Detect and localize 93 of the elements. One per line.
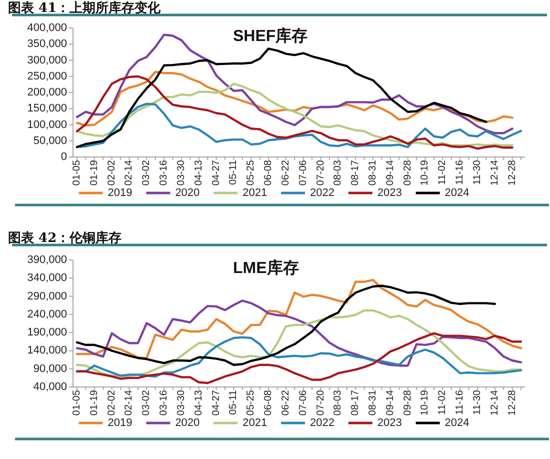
line-series [76, 309, 522, 377]
x-tick-label: 05-25 [246, 160, 257, 186]
x-tick-label: 08-03 [332, 390, 344, 416]
legend-label: 2022 [310, 187, 334, 199]
x-tick-label: 04-13 [193, 160, 204, 186]
x-tick-label: 09-28 [402, 390, 414, 416]
y-tick-label: 40,000 [33, 381, 67, 393]
y-tick-label: 140,000 [27, 344, 67, 357]
x-tick-label: 12-28 [506, 390, 518, 416]
line-series [76, 278, 522, 360]
x-tick-label: 03-02 [141, 160, 152, 186]
y-tick-label: 250,000 [27, 70, 67, 82]
x-tick-label: 11-16 [454, 160, 466, 185]
x-tick-label: 11-02 [437, 390, 448, 415]
line-series [76, 332, 522, 384]
x-tick-label: 01-19 [88, 160, 100, 186]
y-tick-label: 150,000 [27, 102, 67, 115]
y-tick-label: 340,000 [27, 272, 67, 284]
x-tick-label: 11-30 [472, 390, 483, 415]
x-tick-label: 11-02 [437, 160, 448, 185]
y-tick-label: 200,000 [27, 86, 67, 98]
y-tick-label: 240,000 [27, 308, 67, 320]
x-tick-label: 03-30 [176, 160, 187, 186]
legend-label: 2020 [175, 187, 200, 199]
x-tick-label: 10-19 [420, 390, 431, 416]
legend-label: 2020 [175, 417, 200, 429]
x-tick-label: 07-20 [315, 160, 326, 186]
x-tick-label: 08-31 [368, 390, 378, 416]
legend-label: 2019 [108, 417, 132, 429]
x-tick-label: 06-22 [280, 390, 292, 416]
legend-label: 2024 [444, 187, 470, 199]
x-tick-label: 03-16 [158, 390, 170, 416]
y-tick-label: 350,000 [27, 38, 67, 50]
x-tick-label: 02-14 [124, 160, 135, 186]
x-tick-label: 05-11 [228, 390, 240, 415]
legend-label: 2021 [242, 417, 268, 429]
line-series [76, 102, 522, 148]
legend-label: 2024 [444, 417, 470, 429]
legend-label: 2021 [242, 187, 268, 199]
legend-label: 2023 [377, 187, 402, 199]
x-tick-label: 07-06 [298, 160, 309, 186]
x-tick-label: 04-27 [210, 390, 222, 416]
legend-label: 2019 [108, 187, 132, 199]
x-tick-label: 06-08 [263, 390, 274, 416]
chart-subtitle: LME库存 [233, 259, 299, 277]
x-tick-label: 12-14 [489, 390, 500, 416]
line-series [76, 300, 522, 367]
x-tick-label: 08-17 [350, 160, 362, 186]
x-tick-label: 11-30 [472, 160, 483, 185]
x-tick-label: 01-05 [72, 160, 83, 186]
y-tick-label: 390,000 [27, 254, 67, 266]
x-tick-label: 04-27 [210, 160, 222, 186]
x-tick-label: 12-14 [489, 160, 500, 186]
x-tick-label: 08-03 [332, 160, 344, 186]
chart-title: 图表 42：伦铜库存 [8, 230, 122, 246]
x-tick-label: 08-17 [350, 390, 362, 416]
chart-subtitle: SHEF库存 [233, 27, 308, 45]
x-tick-label: 02-02 [106, 390, 118, 416]
x-tick-label: 09-28 [402, 160, 414, 186]
x-tick-label: 05-11 [228, 160, 240, 185]
x-tick-label: 07-20 [315, 390, 326, 416]
legend-label: 2022 [310, 417, 334, 429]
x-tick-label: 03-02 [141, 390, 152, 416]
y-tick-label: 90,000 [33, 362, 67, 375]
x-tick-label: 01-19 [88, 390, 100, 416]
x-tick-label: 06-08 [263, 160, 274, 186]
line-series [76, 284, 496, 366]
y-tick-label: 0 [60, 151, 67, 163]
y-tick-label: 190,000 [27, 326, 67, 339]
y-tick-label: 400,000 [27, 22, 67, 34]
x-tick-label: 03-30 [176, 390, 187, 416]
x-tick-label: 07-06 [298, 390, 309, 416]
x-tick-label: 09-14 [384, 390, 396, 416]
x-tick-label: 10-19 [420, 160, 431, 186]
y-tick-label: 300,000 [27, 54, 67, 66]
x-tick-label: 02-14 [124, 390, 135, 416]
x-tick-label: 03-16 [158, 160, 170, 186]
x-tick-label: 01-05 [72, 390, 83, 416]
x-tick-label: 12-28 [506, 160, 518, 186]
chart-title: 图表 41：上期所库存变化 [8, 0, 162, 16]
y-tick-label: 290,000 [27, 290, 67, 302]
x-tick-label: 06-22 [280, 160, 292, 186]
x-tick-label: 05-25 [246, 390, 257, 416]
y-tick-label: 50,000 [33, 134, 67, 147]
y-tick-label: 100,000 [27, 118, 67, 131]
line-series [76, 48, 488, 148]
x-tick-label: 11-16 [454, 390, 466, 415]
x-tick-label: 08-31 [368, 160, 378, 186]
x-tick-label: 02-02 [106, 160, 118, 186]
line-series [76, 70, 514, 126]
x-tick-label: 09-14 [384, 160, 396, 186]
legend-label: 2023 [377, 417, 402, 429]
x-tick-label: 04-13 [193, 390, 204, 416]
